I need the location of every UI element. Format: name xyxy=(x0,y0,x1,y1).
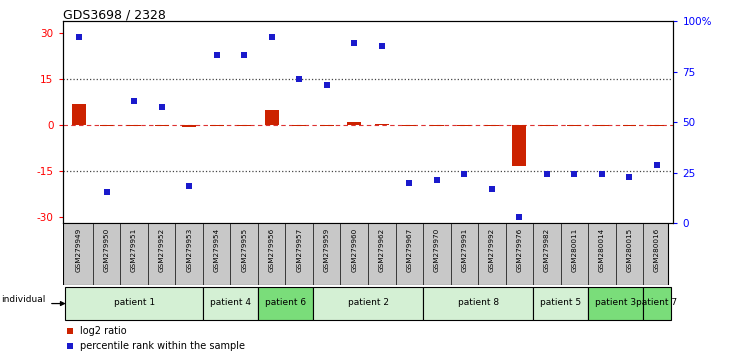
Bar xyxy=(512,125,526,166)
Text: GSM279962: GSM279962 xyxy=(379,227,385,272)
Text: patient 7: patient 7 xyxy=(637,298,678,307)
Bar xyxy=(292,125,306,126)
Text: GSM279952: GSM279952 xyxy=(159,227,165,272)
Text: GSM279959: GSM279959 xyxy=(324,227,330,272)
Bar xyxy=(320,125,333,126)
Text: GSM279953: GSM279953 xyxy=(186,227,192,272)
Text: patient 5: patient 5 xyxy=(540,298,581,307)
Bar xyxy=(375,124,389,125)
Bar xyxy=(595,125,609,126)
Bar xyxy=(155,125,169,126)
Text: GSM279950: GSM279950 xyxy=(104,227,110,272)
Bar xyxy=(650,125,664,126)
Text: patient 3: patient 3 xyxy=(595,298,636,307)
Bar xyxy=(72,104,86,125)
Bar xyxy=(265,110,278,125)
Text: GSM280011: GSM280011 xyxy=(571,227,577,272)
Text: patient 8: patient 8 xyxy=(458,298,498,307)
Text: GSM279957: GSM279957 xyxy=(296,227,302,272)
Text: patient 2: patient 2 xyxy=(347,298,389,307)
Text: GSM280016: GSM280016 xyxy=(654,227,660,272)
Bar xyxy=(210,125,224,126)
Bar xyxy=(458,125,471,126)
Bar xyxy=(623,125,637,126)
Bar xyxy=(403,125,416,126)
Text: GSM279955: GSM279955 xyxy=(241,227,247,272)
Bar xyxy=(183,125,196,127)
Bar xyxy=(127,125,141,126)
Text: GSM279991: GSM279991 xyxy=(461,227,467,272)
Bar xyxy=(643,287,670,320)
Text: GSM279951: GSM279951 xyxy=(131,227,137,272)
Bar xyxy=(430,125,444,126)
Bar xyxy=(347,121,361,125)
Bar xyxy=(588,287,643,320)
Text: GSM279954: GSM279954 xyxy=(213,227,219,272)
Text: GSM279970: GSM279970 xyxy=(434,227,440,272)
Text: GSM279967: GSM279967 xyxy=(406,227,412,272)
Text: percentile rank within the sample: percentile rank within the sample xyxy=(79,341,244,351)
Text: GSM279982: GSM279982 xyxy=(544,227,550,272)
Bar xyxy=(99,125,113,126)
Text: individual: individual xyxy=(1,295,46,304)
Text: GSM280015: GSM280015 xyxy=(626,227,632,272)
Text: GSM279976: GSM279976 xyxy=(517,227,523,272)
Text: GSM279956: GSM279956 xyxy=(269,227,275,272)
Bar xyxy=(237,125,251,126)
Text: patient 6: patient 6 xyxy=(265,298,306,307)
Bar xyxy=(203,287,258,320)
Text: GSM279960: GSM279960 xyxy=(351,227,357,272)
Text: patient 4: patient 4 xyxy=(210,298,251,307)
Bar xyxy=(485,125,499,126)
Text: log2 ratio: log2 ratio xyxy=(79,326,127,336)
Bar xyxy=(258,287,313,320)
Bar xyxy=(533,287,588,320)
Bar xyxy=(423,287,533,320)
Bar xyxy=(313,287,423,320)
Text: GSM279949: GSM279949 xyxy=(76,227,82,272)
Text: patient 1: patient 1 xyxy=(113,298,155,307)
Bar xyxy=(567,125,581,126)
Text: GDS3698 / 2328: GDS3698 / 2328 xyxy=(63,8,166,21)
Bar xyxy=(540,125,553,126)
Text: GSM279992: GSM279992 xyxy=(489,227,495,272)
Bar xyxy=(66,287,203,320)
Text: GSM280014: GSM280014 xyxy=(599,227,605,272)
